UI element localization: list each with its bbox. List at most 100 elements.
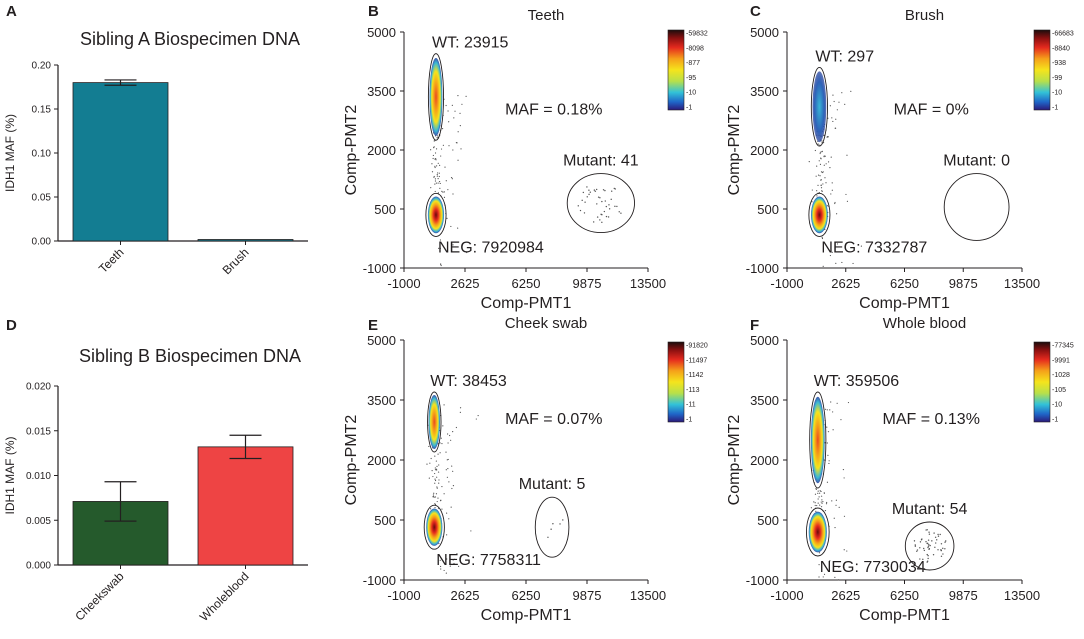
scatter-point bbox=[821, 236, 823, 238]
scatter-point bbox=[437, 135, 439, 137]
scatter-point bbox=[834, 201, 836, 204]
scatter-point bbox=[432, 495, 435, 497]
mutant-point bbox=[919, 547, 921, 549]
scatter-point bbox=[852, 262, 854, 265]
scatter-point bbox=[452, 430, 454, 433]
colorbar bbox=[667, 341, 685, 423]
x-tick-label: Wholeblood bbox=[197, 569, 252, 624]
scatter-point bbox=[431, 171, 434, 173]
scatter-point bbox=[821, 237, 824, 240]
wt-gate bbox=[427, 391, 442, 453]
mutant-point bbox=[604, 200, 606, 202]
scatter-point bbox=[457, 227, 459, 229]
scatter-point bbox=[825, 503, 828, 505]
y-tick-label: -1000 bbox=[363, 261, 396, 276]
scatter-point bbox=[820, 184, 822, 187]
scatter-point bbox=[440, 568, 442, 570]
y-tick-label: -1000 bbox=[363, 573, 396, 588]
scatter-point bbox=[436, 173, 438, 176]
scatter-point bbox=[817, 498, 819, 500]
scatter-point bbox=[818, 576, 820, 578]
scatter-point bbox=[433, 175, 435, 178]
mutant-point bbox=[579, 209, 582, 212]
scatter-point bbox=[449, 434, 451, 437]
scatter-point bbox=[818, 564, 820, 566]
mutant-point bbox=[944, 548, 946, 550]
maf-label: MAF = 0.18% bbox=[505, 102, 602, 119]
scatter-point bbox=[434, 496, 437, 498]
scatter-point bbox=[437, 178, 439, 180]
mutant-point bbox=[923, 549, 926, 552]
mutant-point bbox=[921, 538, 923, 540]
mutant-point bbox=[919, 558, 921, 560]
scatter-point bbox=[810, 507, 812, 509]
y-tick-label: 0.20 bbox=[32, 61, 52, 72]
scatter-point bbox=[835, 499, 837, 501]
x-tick-label: 6250 bbox=[890, 276, 919, 291]
scatter-point bbox=[477, 414, 479, 417]
scatter-point bbox=[860, 245, 862, 247]
scatter-point bbox=[454, 110, 456, 112]
scatter-point bbox=[822, 183, 824, 185]
scatter-point bbox=[833, 100, 835, 103]
scatter-point bbox=[820, 506, 823, 508]
wt-gate bbox=[809, 391, 827, 489]
scatter-point bbox=[459, 411, 461, 413]
mutant-point bbox=[588, 193, 590, 196]
scatter-point bbox=[435, 158, 437, 160]
scatter-point bbox=[434, 472, 436, 475]
scatter-point bbox=[435, 460, 437, 462]
mutant-point bbox=[602, 189, 605, 191]
mutant-point bbox=[588, 189, 590, 191]
scatter-point bbox=[435, 468, 438, 470]
mutant-point bbox=[562, 519, 564, 521]
scatter-point bbox=[820, 171, 823, 173]
chart-title: Cheek swab bbox=[505, 315, 588, 332]
scatter-point bbox=[457, 94, 459, 97]
scatter-point bbox=[439, 182, 441, 185]
neg-label: NEG: 7920984 bbox=[438, 240, 544, 257]
mutant-point bbox=[552, 523, 554, 525]
scatter-point bbox=[460, 148, 462, 150]
scatter-point bbox=[448, 145, 450, 147]
scatter-point bbox=[821, 140, 823, 142]
scatter-point bbox=[448, 518, 450, 520]
scatter-point bbox=[455, 426, 457, 429]
scatter-point bbox=[829, 409, 831, 411]
scatter-point bbox=[842, 468, 845, 471]
mutant-point bbox=[931, 540, 933, 542]
x-tick-label: 2625 bbox=[451, 276, 480, 291]
scatter-point bbox=[824, 509, 827, 512]
scatter-point bbox=[820, 490, 822, 493]
scatter-point bbox=[465, 95, 467, 97]
scatter-point bbox=[820, 187, 823, 189]
scatter-point bbox=[826, 409, 828, 411]
scatter-point bbox=[457, 159, 459, 161]
mutant-point bbox=[925, 529, 927, 531]
scatter-point bbox=[426, 463, 428, 465]
mutant-point bbox=[934, 536, 937, 539]
mutant-point bbox=[934, 546, 936, 548]
scatter-point bbox=[833, 517, 835, 519]
scatter-point bbox=[439, 559, 441, 561]
scatter-point bbox=[443, 404, 445, 406]
scatter-point bbox=[826, 481, 829, 483]
colorbar-label: -1 bbox=[686, 105, 692, 112]
scatter-point bbox=[846, 550, 848, 552]
colorbar-label: -9991 bbox=[1052, 357, 1070, 364]
scatter-point bbox=[838, 506, 840, 508]
scatter-point bbox=[433, 492, 435, 494]
mutant-point bbox=[586, 186, 588, 188]
mutant-point bbox=[916, 549, 919, 551]
scatter-point bbox=[453, 562, 455, 565]
scatter-point bbox=[443, 569, 445, 572]
scatter-point bbox=[444, 166, 446, 168]
y-axis-label: Comp-PMT2 bbox=[726, 105, 743, 196]
wt-gate bbox=[810, 66, 828, 147]
scatter-point bbox=[440, 264, 442, 267]
colorbar-label: -99 bbox=[1052, 75, 1062, 82]
scatter-point bbox=[434, 506, 436, 509]
scatter-point bbox=[826, 426, 828, 428]
mutant-point bbox=[599, 197, 601, 199]
